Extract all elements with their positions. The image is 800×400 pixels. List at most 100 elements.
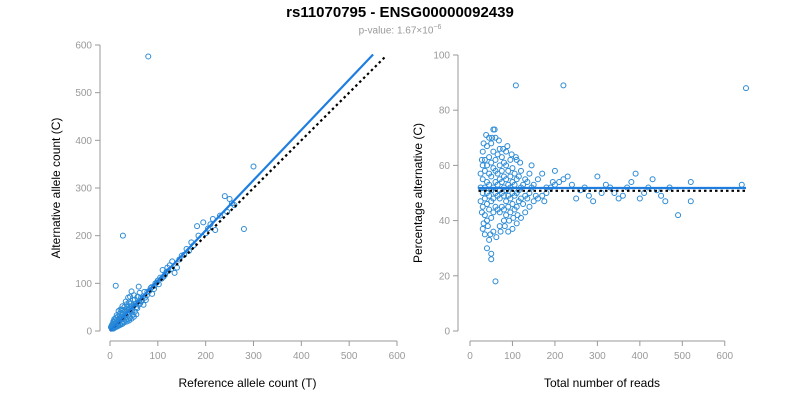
data-point <box>479 176 486 183</box>
data-point <box>505 203 512 210</box>
y-tick-label-left: 300 <box>75 184 92 195</box>
data-point <box>488 214 495 221</box>
y-tick-label-right: 20 <box>439 271 451 282</box>
data-point <box>507 173 514 180</box>
data-point <box>512 82 519 89</box>
data-point <box>173 264 180 271</box>
data-point <box>530 198 537 205</box>
x-tick-label-right: 300 <box>589 351 606 362</box>
data-point <box>513 203 520 210</box>
data-point <box>495 137 502 144</box>
chart-panel-left: 0 100 200 300 400 500 600 0 100 200 300 400 500 600 Re… <box>49 41 406 391</box>
data-point <box>585 192 592 199</box>
y-tick-label-right: 40 <box>439 216 451 227</box>
data-point <box>526 203 533 210</box>
data-point <box>500 206 507 213</box>
data-point <box>479 148 486 155</box>
data-point <box>488 250 495 257</box>
data-point <box>512 154 519 161</box>
chart-panel-right: 0 100 200 300 400 500 600 0 20 40 60 80 100 Total num… <box>411 51 749 390</box>
data-point <box>503 198 510 205</box>
data-point <box>541 198 548 205</box>
data-point <box>486 206 493 213</box>
data-point <box>632 170 639 177</box>
data-point <box>503 162 510 169</box>
data-point <box>496 223 503 230</box>
x-tick-label-left: 100 <box>149 351 166 362</box>
y-tick-label-right: 60 <box>439 161 451 172</box>
data-point <box>490 148 497 155</box>
data-point <box>483 162 490 169</box>
x-tick-label-left: 200 <box>197 351 214 362</box>
data-point <box>507 156 514 163</box>
data-point <box>153 279 160 286</box>
data-point <box>615 195 622 202</box>
data-point <box>122 298 129 305</box>
data-point <box>507 195 514 202</box>
data-point <box>509 165 516 172</box>
data-point <box>496 195 503 202</box>
data-point <box>560 82 567 89</box>
reference-line-left <box>109 56 386 332</box>
data-point <box>514 212 521 219</box>
data-point <box>520 201 527 208</box>
x-tick-label-left: 400 <box>293 351 310 362</box>
y-axis-title-left: Alternative allele count (C) <box>49 118 63 259</box>
data-point <box>500 145 507 152</box>
data-point <box>483 132 490 139</box>
subtitle-exponent: −6 <box>433 24 442 31</box>
data-point <box>112 282 119 289</box>
data-point <box>687 198 694 205</box>
data-point <box>488 140 495 147</box>
y-tick-label-left: 100 <box>75 279 92 290</box>
data-point <box>503 176 510 183</box>
data-point <box>157 274 164 281</box>
y-tick-label-right: 80 <box>439 106 451 117</box>
data-point <box>549 178 556 185</box>
data-point <box>509 225 516 232</box>
data-point <box>487 231 494 238</box>
data-point <box>568 181 575 188</box>
x-tick-label-right: 0 <box>467 351 473 362</box>
data-point <box>675 212 682 219</box>
data-point <box>503 148 510 155</box>
data-point <box>500 217 507 224</box>
data-point <box>507 209 514 216</box>
data-point <box>200 219 207 226</box>
y-tick-label-left: 400 <box>75 136 92 147</box>
data-point <box>205 225 212 232</box>
data-point <box>505 228 512 235</box>
data-point <box>594 173 601 180</box>
data-point <box>498 167 505 174</box>
data-point <box>501 223 508 230</box>
data-point <box>145 53 152 60</box>
data-point <box>539 170 546 177</box>
data-point <box>611 190 618 196</box>
y-tick-label-left: 600 <box>75 41 92 52</box>
data-point <box>479 203 486 210</box>
data-point <box>481 195 488 202</box>
data-point <box>217 212 224 219</box>
data-point <box>490 195 497 202</box>
data-point <box>513 220 520 227</box>
page-title: rs11070795 - ENSG00000092439 <box>286 4 514 21</box>
data-point <box>498 154 505 161</box>
data-point <box>506 217 513 224</box>
x-axis-title-right: Total number of reads <box>544 376 660 390</box>
data-point <box>738 181 745 188</box>
data-point <box>662 198 669 205</box>
data-point <box>492 278 499 285</box>
x-tick-label-right: 500 <box>674 351 691 362</box>
data-point <box>486 236 493 243</box>
data-point <box>479 190 486 196</box>
data-point <box>517 214 524 221</box>
y-tick-label-right: 0 <box>444 327 450 338</box>
data-point <box>481 156 488 163</box>
data-point <box>479 162 486 169</box>
data-point <box>221 193 228 200</box>
data-point <box>636 195 643 202</box>
data-point <box>119 232 126 239</box>
data-point <box>510 214 517 221</box>
data-point <box>526 170 533 177</box>
